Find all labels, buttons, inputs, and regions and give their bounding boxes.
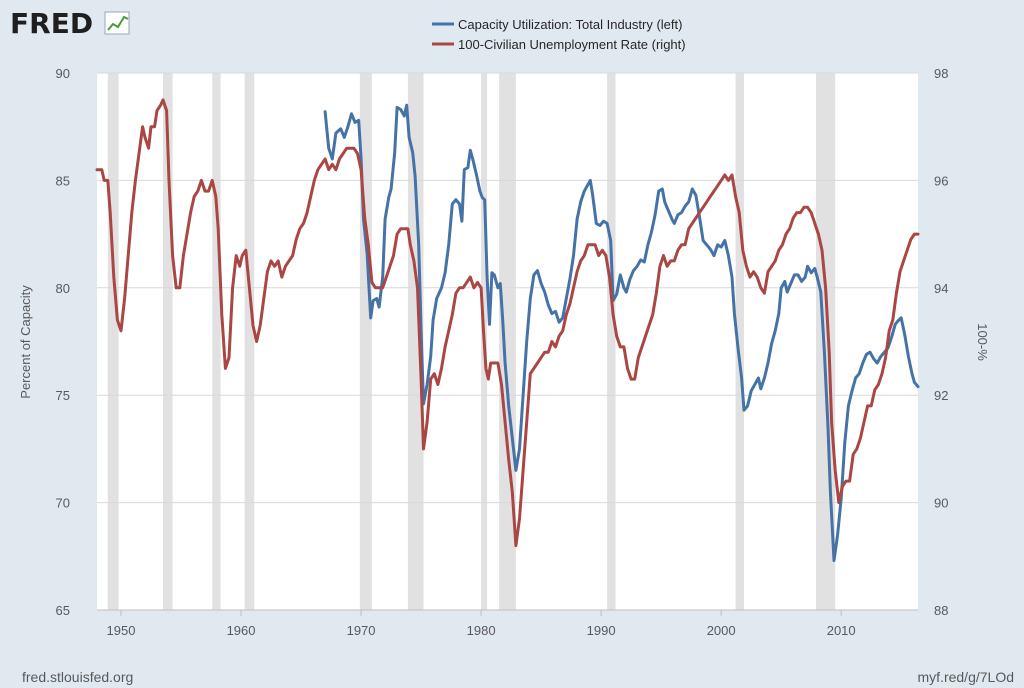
series-line-unemployment-complement — [95, 98, 920, 548]
x-tick-label: 1950 — [107, 623, 136, 638]
y-right-tick-label: 94 — [934, 281, 948, 296]
x-tick-label: 1990 — [587, 623, 616, 638]
logo-text: FRED — [10, 7, 93, 40]
y-right-tick-label: 98 — [934, 66, 948, 81]
y-left-tick-label: 85 — [56, 173, 70, 188]
recession-band — [163, 73, 173, 610]
x-tick-label: 1960 — [227, 623, 256, 638]
legend: Capacity Utilization: Total Industry (le… — [432, 17, 686, 52]
source-link[interactable]: fred.stlouisfed.org — [22, 669, 133, 685]
x-axis-ticks: 1950 1960 1970 1980 1990 2000 2010 — [107, 610, 856, 638]
chart-logo-icon — [104, 11, 130, 35]
y-left-tick-label: 65 — [56, 603, 70, 618]
y-left-tick-label: 70 — [56, 496, 70, 511]
x-tick-label: 2010 — [827, 623, 856, 638]
recession-band — [607, 73, 616, 610]
series-lines — [95, 98, 920, 563]
y-right-tick-label: 92 — [934, 388, 948, 403]
recession-band — [244, 73, 255, 610]
y-axis-right-title: 100-% — [975, 323, 990, 361]
y-left-tick-label: 80 — [56, 281, 70, 296]
x-tick-label: 1980 — [467, 623, 496, 638]
y-axis-right-ticks: 88 90 92 94 96 98 — [934, 66, 948, 618]
recession-band — [107, 73, 119, 610]
recession-bands — [107, 73, 836, 610]
y-axis-left-title: Percent of Capacity — [18, 285, 33, 399]
recession-band — [212, 73, 221, 610]
y-left-tick-label: 75 — [56, 388, 70, 403]
x-tick-label: 1970 — [347, 623, 376, 638]
recession-band — [407, 73, 424, 610]
legend-label-unemployment: 100-Civilian Unemployment Rate (right) — [458, 37, 686, 52]
y-right-tick-label: 88 — [934, 603, 948, 618]
x-tick-label: 2000 — [707, 623, 736, 638]
fred-logo[interactable]: FRED — [10, 7, 130, 40]
y-axis-left-ticks: 65 70 75 80 85 90 — [56, 66, 70, 618]
short-link[interactable]: myf.red/g/7LOd — [918, 669, 1015, 685]
recession-band — [735, 73, 744, 610]
y-left-tick-label: 90 — [56, 66, 70, 81]
y-right-tick-label: 96 — [934, 173, 948, 188]
legend-label-capacity: Capacity Utilization: Total Industry (le… — [458, 17, 682, 32]
y-right-tick-label: 90 — [934, 496, 948, 511]
